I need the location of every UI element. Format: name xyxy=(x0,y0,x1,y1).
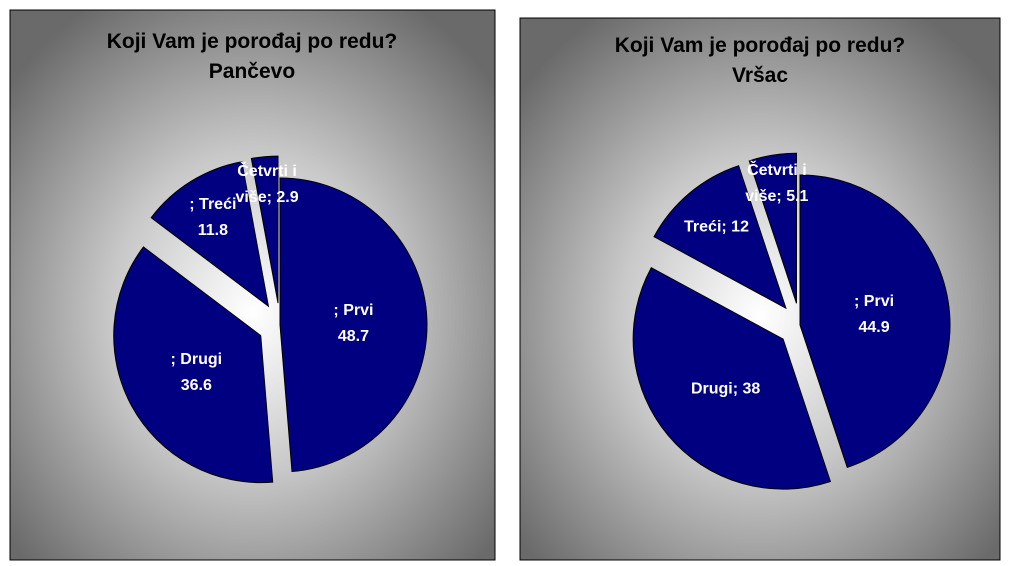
data-label: ; Prvi 44.9 xyxy=(854,293,894,336)
data-label: ; Drugi 36.6 xyxy=(171,351,223,394)
data-label: Četvrti i više; 5.1 xyxy=(745,160,808,205)
data-label: ; Prvi 48.7 xyxy=(333,302,373,345)
data-label: Drugi; 38 xyxy=(691,380,760,397)
chart-subtitle: Vršac xyxy=(732,64,788,87)
pie-slice xyxy=(799,174,951,468)
data-label: Treći; 12 xyxy=(684,218,749,235)
pie-slice xyxy=(748,152,797,304)
data-label: Četvrti i više; 2.9 xyxy=(235,161,298,206)
pie-slice xyxy=(113,246,274,484)
pie-slice xyxy=(250,155,279,304)
chart-title: Koji Vam je porođaj po redu? xyxy=(107,30,398,53)
data-label: ; Treći 11.8 xyxy=(189,196,236,239)
pie-slice xyxy=(150,161,270,308)
chart-subtitle: Pančevo xyxy=(209,60,295,83)
pie-slice xyxy=(632,267,832,490)
pie-slice xyxy=(653,165,787,310)
chart-title: Koji Vam je porođaj po redu? xyxy=(615,34,906,57)
pie-slice xyxy=(279,177,428,473)
